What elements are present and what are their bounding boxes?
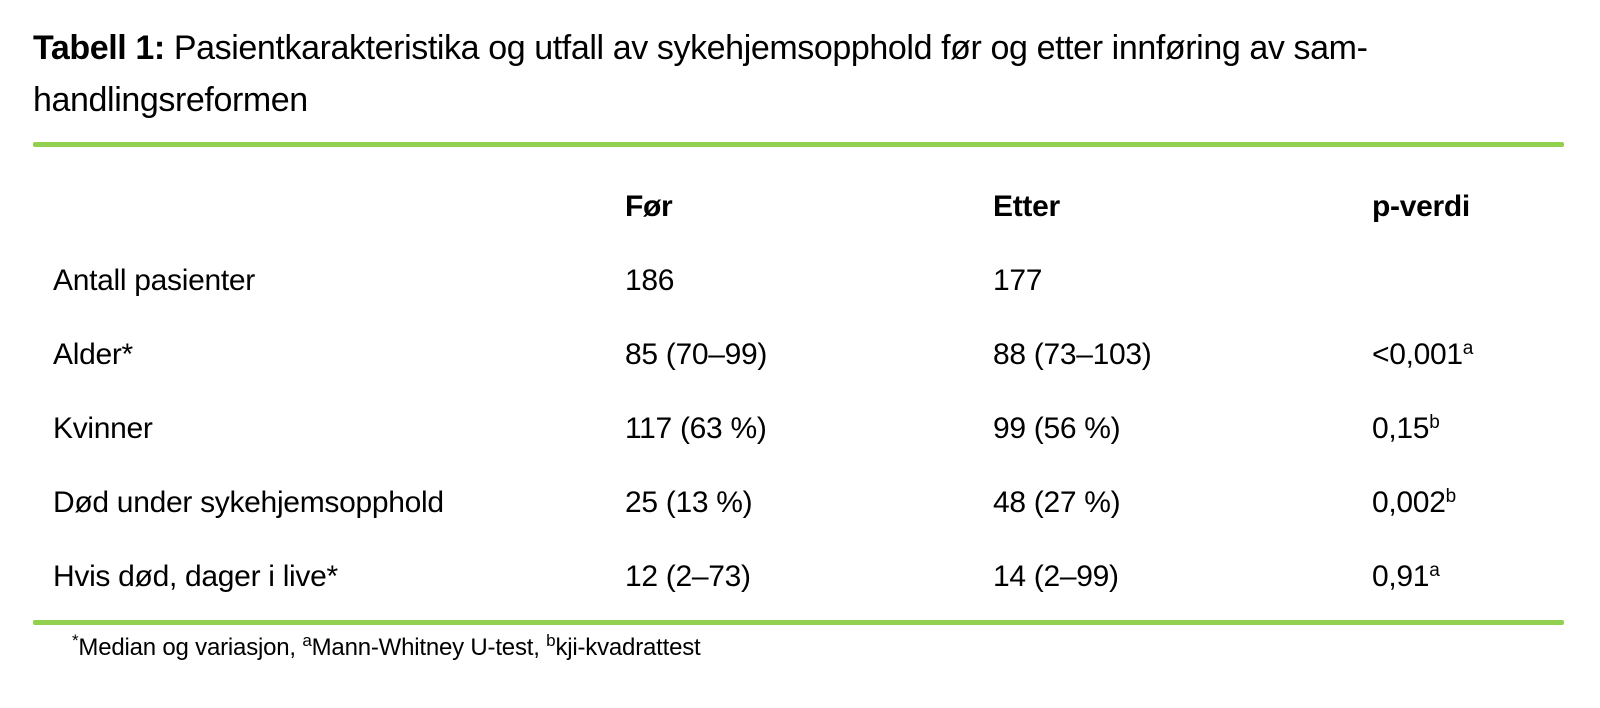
table-footnote: *Median og variasjon, aMann-Whitney U-te… bbox=[72, 631, 701, 662]
header-spacer bbox=[53, 146, 625, 228]
cell-after: 99 (56 %) bbox=[993, 412, 1121, 445]
pvalue-text: 0,002 bbox=[1372, 486, 1446, 519]
footnote-marker-a: a bbox=[302, 631, 312, 650]
pvalue-text: <0,001 bbox=[1372, 338, 1463, 371]
pvalue-text: 0,15 bbox=[1372, 412, 1430, 445]
row-label: Død under sykehjemsopphold bbox=[53, 486, 444, 519]
top-rule bbox=[33, 142, 1564, 147]
cell-pvalue: 0,91 a bbox=[1372, 524, 1564, 598]
cell-before: 25 (13 %) bbox=[625, 486, 753, 519]
table-number-label: Tabell 1: bbox=[33, 29, 165, 67]
footnote-text-median: Median og variasjon, bbox=[78, 634, 303, 661]
table-title-text: Pasientkarakteristika og utfall av sykeh… bbox=[173, 29, 1368, 67]
cell-before: 186 bbox=[625, 264, 675, 297]
pvalue-superscript: a bbox=[1429, 560, 1440, 581]
footnote-text-mannwhitney: Mann-Whitney U-test, bbox=[311, 634, 547, 661]
cell-pvalue bbox=[1372, 228, 1564, 302]
bottom-rule bbox=[33, 620, 1564, 625]
column-header-pvalue: p-verdi bbox=[1372, 190, 1470, 223]
column-header-before: Før bbox=[625, 190, 673, 223]
table-title-line1: Tabell 1: Pasientkarakteristika og utfal… bbox=[33, 22, 1564, 74]
row-label: Alder* bbox=[53, 338, 133, 371]
cell-before: 85 (70–99) bbox=[625, 338, 768, 371]
footnote-marker-asterisk: * bbox=[72, 631, 79, 650]
data-table: Før Etter p-verdi Antall pasienter 186 1… bbox=[53, 146, 1564, 598]
footnote-text-chisquare: kji-kvadrattest bbox=[555, 634, 701, 661]
pvalue-superscript: b bbox=[1429, 412, 1440, 433]
cell-after: 14 (2–99) bbox=[993, 560, 1119, 593]
cell-before: 117 (63 %) bbox=[625, 412, 767, 445]
column-header-after: Etter bbox=[993, 190, 1060, 223]
footnote-marker-b: b bbox=[546, 631, 556, 650]
pvalue-superscript: a bbox=[1462, 338, 1474, 359]
cell-after: 48 (27 %) bbox=[993, 486, 1121, 519]
table-title-line2: handlingsreformen bbox=[33, 81, 308, 119]
cell-after: 88 (73–103) bbox=[993, 338, 1152, 371]
cell-pvalue: <0,001 a bbox=[1372, 302, 1564, 376]
cell-pvalue: 0,002 b bbox=[1372, 450, 1564, 524]
pvalue-superscript: b bbox=[1445, 486, 1457, 507]
row-label: Antall pasienter bbox=[53, 264, 255, 297]
cell-after: 177 bbox=[993, 264, 1043, 297]
table-title: Tabell 1: Pasientkarakteristika og utfal… bbox=[33, 22, 1564, 126]
cell-before: 12 (2–73) bbox=[625, 560, 751, 593]
row-label: Kvinner bbox=[53, 412, 153, 445]
pvalue-text: 0,91 bbox=[1372, 560, 1430, 593]
row-label: Hvis død, dager i live* bbox=[53, 560, 338, 593]
cell-pvalue: 0,15 b bbox=[1372, 376, 1564, 450]
